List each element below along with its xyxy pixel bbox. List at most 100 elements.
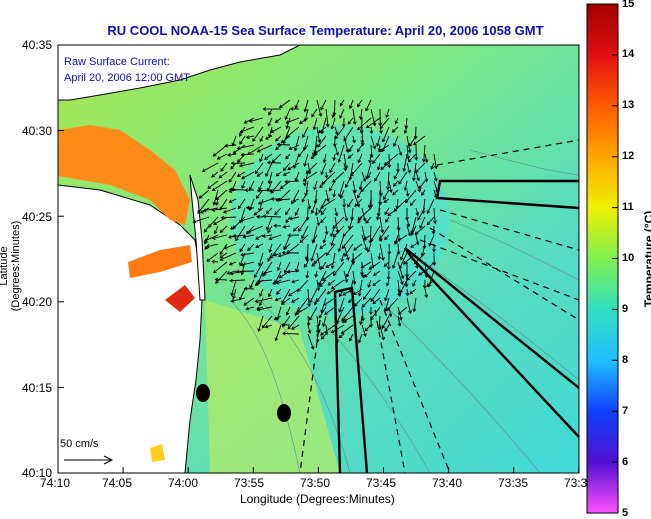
current-vector	[361, 234, 368, 251]
current-vector-head	[344, 217, 349, 222]
current-vector	[384, 207, 390, 215]
current-vector	[241, 153, 255, 156]
current-vector	[353, 288, 363, 295]
current-vector-head	[219, 229, 224, 234]
current-vector-head	[392, 143, 397, 148]
sandy-hook	[189, 174, 206, 301]
current-vector	[380, 162, 390, 170]
current-vector	[232, 135, 237, 146]
current-vector-head	[426, 283, 431, 287]
current-vector-head	[338, 193, 342, 198]
contours	[229, 149, 580, 474]
current-vector	[279, 99, 291, 108]
current-vector	[348, 216, 354, 229]
current-vector	[325, 171, 328, 179]
current-vector	[345, 171, 354, 188]
current-vector	[405, 189, 417, 203]
colorbar-tick-label: 15	[622, 0, 635, 10]
current-vector-head	[399, 256, 404, 261]
current-vector-head	[283, 269, 288, 274]
current-vector-head	[270, 129, 275, 133]
current-vector-head	[344, 184, 349, 189]
current-vector	[232, 288, 237, 299]
current-vector-head	[393, 240, 398, 244]
current-vector	[325, 189, 329, 202]
current-vector-head	[285, 120, 290, 124]
current-vector	[325, 108, 329, 127]
current-vector-head	[330, 242, 334, 247]
current-vector	[283, 225, 291, 228]
current-vector-head	[334, 212, 339, 217]
colorbar-tick-label: 11	[622, 201, 634, 213]
current-vector	[351, 207, 354, 221]
current-vector-head	[424, 294, 429, 299]
current-vector-head	[363, 236, 368, 240]
current-vector	[392, 252, 399, 269]
current-vector-head	[421, 210, 426, 215]
current-vector	[231, 297, 246, 302]
current-vector	[343, 270, 348, 283]
current-vector-head	[325, 252, 330, 257]
current-vector	[275, 117, 282, 123]
current-vector-head	[381, 336, 386, 341]
current-vector	[224, 144, 237, 147]
current-vector	[388, 180, 392, 193]
current-vector	[415, 225, 426, 235]
current-vector	[223, 207, 237, 214]
current-vector	[314, 144, 327, 155]
current-vector	[338, 180, 345, 197]
current-vector-head	[226, 270, 231, 275]
current-vector-head	[228, 235, 232, 239]
current-vector-head	[303, 163, 307, 167]
current-vector-head	[289, 107, 294, 111]
x-tick-label: 73:3	[564, 476, 588, 490]
current-vector	[367, 279, 372, 288]
current-vector-head	[409, 202, 414, 207]
x-tick-label: 73:45	[366, 476, 397, 490]
current-vector	[274, 270, 282, 283]
current-vector	[239, 243, 246, 252]
current-vector	[229, 189, 246, 191]
current-vector	[415, 180, 421, 192]
current-vector-head	[430, 166, 435, 170]
current-vector-head	[261, 234, 266, 238]
current-vector-head	[314, 273, 319, 278]
current-vector	[421, 189, 426, 196]
current-vector	[364, 270, 372, 278]
current-vector-head	[274, 337, 279, 342]
current-vector	[231, 180, 237, 191]
current-vector	[306, 270, 309, 278]
current-vector	[239, 288, 246, 301]
x-axis-title: Longitude (Degrees:Minutes)	[240, 492, 395, 506]
current-vector-head	[358, 116, 363, 120]
current-vector-head	[268, 236, 273, 241]
current-vector	[384, 288, 390, 301]
current-vector-head	[372, 272, 377, 276]
x-tick-label: 73:40	[432, 476, 463, 490]
current-vector-head	[206, 258, 211, 262]
current-vector-head	[268, 111, 272, 116]
current-vector	[333, 99, 336, 116]
current-vector	[370, 126, 373, 134]
current-vector-head	[264, 324, 269, 329]
current-vector-head	[212, 153, 217, 157]
current-vector	[212, 180, 228, 191]
current-vector	[268, 126, 273, 138]
current-vector	[330, 234, 336, 246]
current-vector-head	[222, 210, 227, 214]
x-tick-label: 73:35	[498, 476, 529, 490]
current-vector	[393, 135, 399, 147]
current-vector-head	[229, 271, 234, 276]
current-vector-head	[239, 248, 243, 253]
current-vector-head	[330, 285, 335, 290]
current-vector	[363, 234, 372, 240]
current-vector	[271, 153, 282, 163]
current-vector-head	[309, 299, 313, 304]
current-vector-head	[360, 264, 365, 269]
current-vector-head	[311, 263, 315, 267]
x-tick-label: 73:55	[234, 476, 265, 490]
current-vector	[255, 234, 264, 240]
current-vector	[398, 171, 408, 185]
current-vector	[387, 207, 399, 216]
current-vector	[239, 126, 255, 133]
